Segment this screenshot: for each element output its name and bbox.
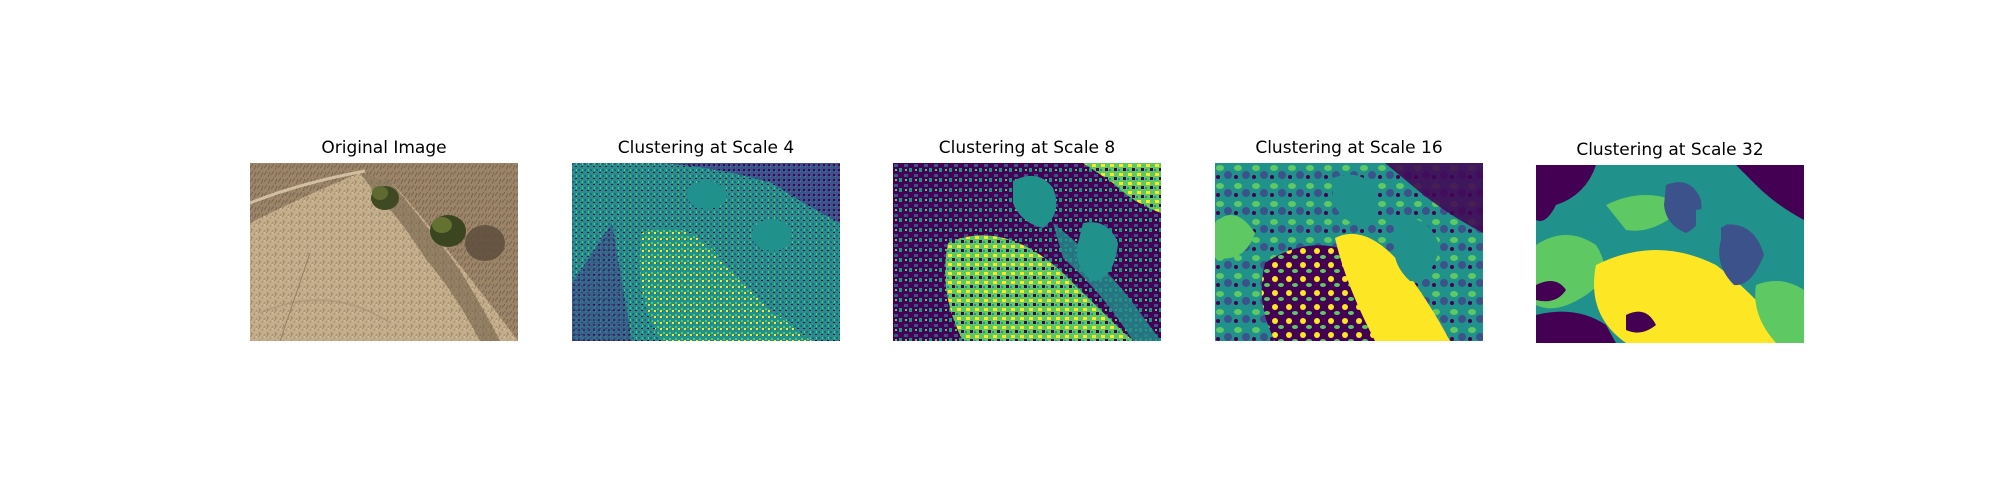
cluster-map-scale-32 xyxy=(1536,165,1804,343)
cluster-map-scale-8 xyxy=(893,163,1161,341)
panel-title: Clustering at Scale 16 xyxy=(1255,138,1443,158)
panel-title: Clustering at Scale 32 xyxy=(1576,140,1764,160)
panel-scale-8: Clustering at Scale 8 xyxy=(893,138,1161,343)
cluster-map-scale-16 xyxy=(1215,163,1483,341)
panel-scale-32: Clustering at Scale 32 xyxy=(1536,138,1804,343)
panel-title: Clustering at Scale 4 xyxy=(617,138,795,158)
panel-title: Clustering at Scale 8 xyxy=(938,138,1116,158)
cluster-map-scale-4 xyxy=(572,163,840,341)
panel-title: Original Image xyxy=(321,138,447,158)
panel-scale-16: Clustering at Scale 16 xyxy=(1215,138,1483,343)
panel-original-image: Original Image xyxy=(250,138,518,343)
panel-scale-4: Clustering at Scale 4 xyxy=(572,138,840,343)
original-aerial-photo xyxy=(250,163,518,341)
